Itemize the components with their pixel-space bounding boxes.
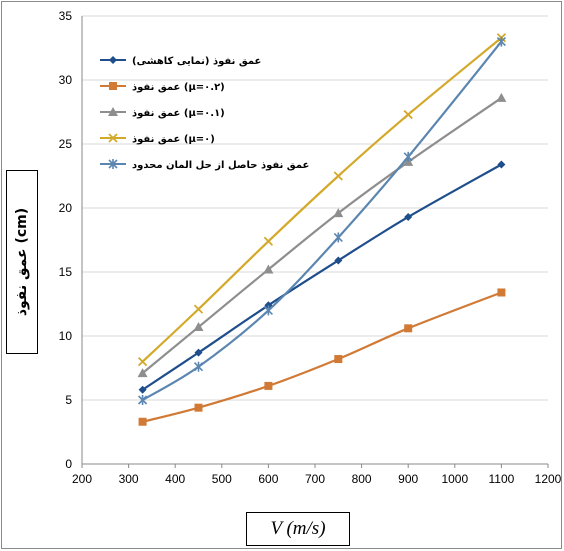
y-tick-labels: 0 5 10 15 20 25 30 35: [59, 9, 73, 471]
data-point: [194, 348, 203, 357]
legend-marker: [108, 159, 118, 169]
x-tick-label: 500: [212, 472, 232, 486]
y-tick-label: 25: [59, 137, 73, 151]
legend-marker: [109, 82, 117, 90]
x-axis-label-box: V (m/s): [246, 512, 350, 546]
data-point: [193, 322, 204, 332]
data-point: [333, 232, 343, 243]
data-point: [334, 256, 343, 265]
legend-entry: عمق نفوذ (نمایی کاهشی): [100, 56, 261, 67]
axes: [81, 16, 549, 468]
x-tick-label: 900: [398, 472, 418, 486]
x-tick-label: 600: [258, 472, 278, 486]
data-point: [137, 368, 148, 378]
data-point: [138, 395, 148, 405]
y-tick-label: 5: [65, 393, 72, 407]
x-tick-label: 1000: [441, 472, 468, 486]
legend-entry: عمق نفوذ (μ=۰): [100, 133, 215, 145]
legend: عمق نفوذ (نمایی کاهشی) عمق نفوذ (μ=۰.۲) عم…: [100, 56, 309, 171]
data-point: [333, 171, 343, 181]
data-point: [264, 381, 273, 390]
marker-stroke: [333, 171, 343, 181]
marker-stroke: [137, 356, 148, 367]
series-lines: [137, 33, 507, 426]
legend-marker: [109, 56, 117, 64]
x-axis-label: V (m/s): [270, 518, 326, 539]
marker-stroke: [193, 304, 204, 314]
data-point: [496, 92, 507, 102]
data-point: [193, 304, 204, 314]
y-axis-label-box: عمق نفوذ (cm): [6, 170, 38, 354]
data-point: [138, 417, 147, 426]
legend-label: عمق نفوذ حاصل از حل المان محدود: [132, 160, 309, 171]
series-line: [142, 40, 503, 401]
x-tick-label: 1200: [535, 472, 562, 486]
legend-label: عمق نفوذ (μ=۰.۲): [132, 82, 225, 93]
x-tick-label: 700: [305, 472, 325, 486]
legend-marker: [108, 107, 118, 116]
x-tick-labels: 200 300 400 500 600 700 800 900 1000 1100 1200: [72, 472, 562, 486]
x-tick-label: 800: [352, 472, 372, 486]
marker-stroke: [263, 236, 274, 246]
y-tick-label: 20: [59, 201, 73, 215]
data-point: [497, 160, 506, 169]
y-axis-label: عمق نفوذ (cm): [14, 207, 30, 317]
data-point: [263, 236, 274, 246]
data-point: [193, 361, 204, 372]
legend-label: عمق نفوذ (μ=۰): [132, 134, 215, 145]
legend-entry: عمق نفوذ حاصل از حل المان محدود: [100, 159, 309, 171]
y-tick-label: 15: [59, 265, 73, 279]
data-point: [333, 208, 344, 218]
data-point: [496, 36, 506, 47]
data-point: [403, 151, 413, 162]
y-tick-label: 10: [59, 329, 73, 343]
series-2: [138, 288, 506, 426]
x-tick-label: 300: [119, 472, 139, 486]
legend-entry: عمق نفوذ (μ=۰.۲): [100, 82, 225, 93]
y-tick-label: 30: [59, 73, 73, 87]
data-point: [404, 324, 413, 333]
data-point: [403, 109, 413, 120]
x-tick-label: 200: [72, 472, 92, 486]
series-1: [138, 160, 506, 394]
legend-label: عمق نفوذ (نمایی کاهشی): [132, 56, 261, 67]
x-tick-label: 1100: [488, 472, 514, 486]
data-point: [138, 385, 147, 394]
legend-label: عمق نفوذ (μ=۰.۱): [132, 108, 225, 119]
marker-stroke: [108, 133, 118, 143]
data-point: [263, 264, 274, 274]
gridlines: [82, 15, 548, 401]
marker-stroke: [403, 109, 413, 120]
data-point: [263, 305, 273, 316]
data-point: [194, 403, 203, 412]
series-5: [138, 36, 506, 405]
legend-entry: عمق نفوذ (μ=۰.۱): [100, 107, 225, 119]
x-tick-label: 400: [165, 472, 185, 486]
series-line: [141, 163, 502, 391]
data-point: [497, 288, 506, 297]
data-point: [404, 212, 413, 221]
legend-marker: [108, 133, 118, 143]
y-tick-label: 0: [65, 457, 72, 471]
series-4: [137, 33, 507, 367]
data-point: [137, 356, 148, 367]
y-tick-label: 35: [59, 9, 73, 23]
data-point: [334, 355, 343, 364]
